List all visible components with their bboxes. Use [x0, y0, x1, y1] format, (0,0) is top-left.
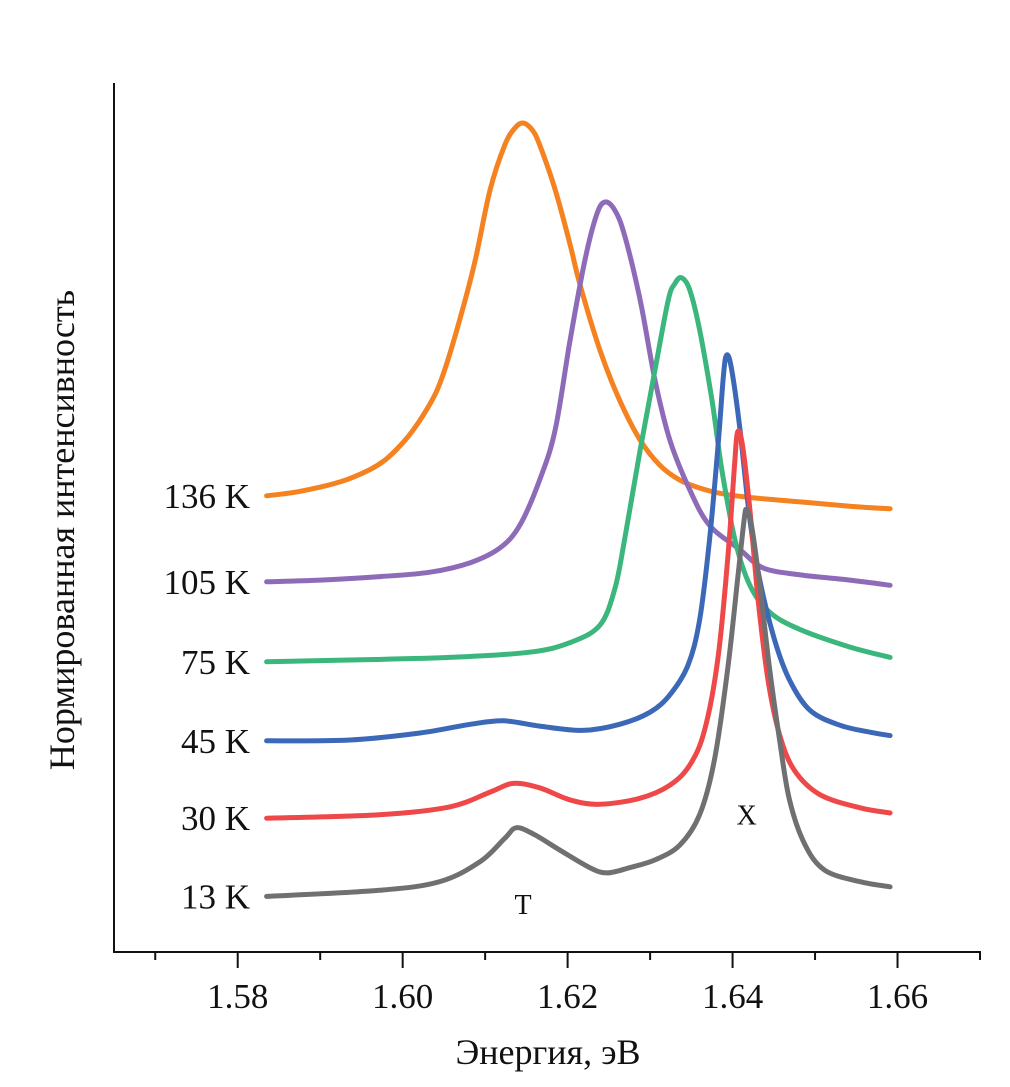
series-line-13-K	[264, 506, 893, 899]
series-line-105-K	[264, 199, 893, 588]
x-ticks: 1.58 1.60 1.62 1.64 1.66	[154, 952, 981, 1016]
x-tick-label: 1.66	[867, 977, 928, 1016]
series-line-75-K	[264, 275, 893, 665]
series-label: 75 K	[181, 643, 250, 682]
series-labels: 136 K 105 K 75 K 45 K 30 K 13 K	[163, 477, 250, 917]
series-label: 13 K	[181, 877, 250, 916]
annotations: TX	[515, 801, 757, 922]
series-label: 45 K	[181, 722, 250, 761]
annotation-t: T	[515, 890, 532, 921]
series-line-30-K	[264, 428, 893, 821]
series-line-45-K	[264, 352, 893, 744]
series-label: 136 K	[163, 477, 250, 516]
x-axis-title: Энергия, эВ	[455, 1032, 640, 1072]
y-axis-title: Нормированная интенсивность	[42, 290, 82, 770]
annotation-x: X	[736, 801, 756, 832]
series-label: 30 K	[181, 799, 250, 838]
series-line-136-K	[264, 120, 893, 512]
x-tick-label: 1.58	[207, 977, 268, 1016]
x-tick-label: 1.62	[537, 977, 598, 1016]
x-tick-label: 1.64	[702, 977, 763, 1016]
x-tick-label: 1.60	[372, 977, 433, 1016]
curves-layer	[264, 120, 893, 899]
series-label: 105 K	[163, 563, 250, 602]
